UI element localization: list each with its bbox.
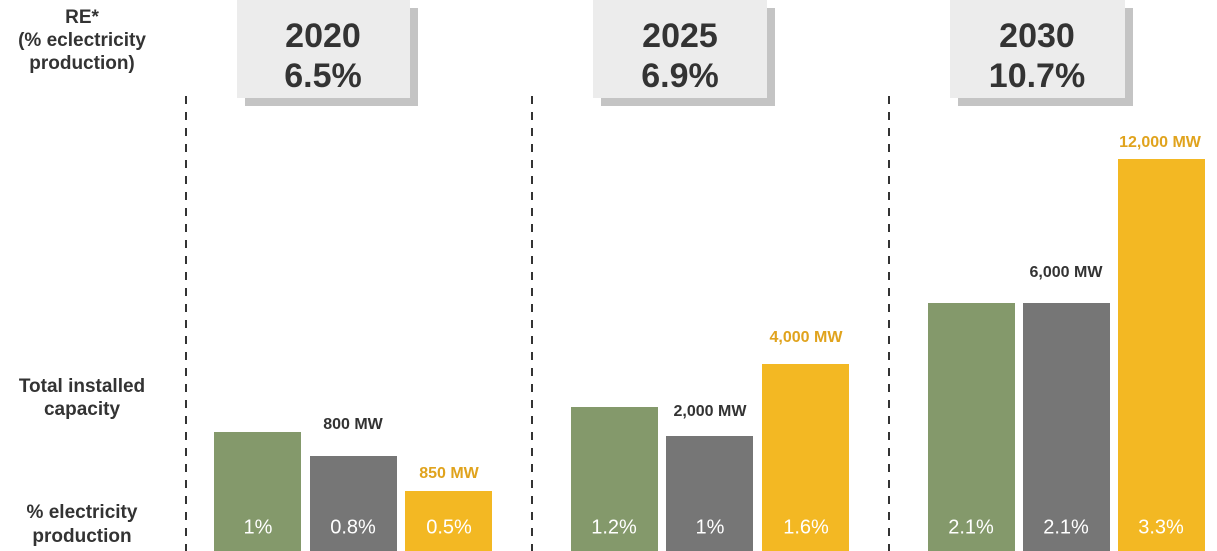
bar xyxy=(1118,159,1205,551)
row-label: production) xyxy=(29,53,135,74)
row-label: Total installed xyxy=(19,376,145,397)
year: 2025 xyxy=(642,17,718,55)
year: 2030 xyxy=(999,17,1075,55)
year-box xyxy=(593,0,767,98)
row-label: (% eclectricity xyxy=(18,30,146,51)
share-label: 2.1% xyxy=(1043,516,1089,538)
bar xyxy=(310,456,397,551)
capacity-label: 4,000 MW xyxy=(770,329,844,346)
row-label: production xyxy=(32,526,131,547)
bar xyxy=(214,432,301,551)
row-label: % electricity xyxy=(27,502,138,523)
capacity-label: 850 MW xyxy=(419,465,479,482)
capacity-label: 6,000 MW xyxy=(1030,264,1104,281)
re-share: 6.5% xyxy=(284,57,362,95)
share-label: 1% xyxy=(244,516,273,538)
capacity-label: 800 MW xyxy=(323,416,383,433)
bar xyxy=(571,407,658,551)
bar xyxy=(666,436,753,551)
bar xyxy=(1023,303,1110,551)
re-share: 6.9% xyxy=(641,57,719,95)
capacity-label: 2,000 MW xyxy=(674,403,748,420)
share-label: 0.8% xyxy=(330,516,376,538)
share-label: 3.3% xyxy=(1138,516,1184,538)
share-label: 1.6% xyxy=(783,516,829,538)
share-label: 1.2% xyxy=(591,516,637,538)
row-label: RE* xyxy=(65,7,99,28)
capacity-label: 12,000 MW xyxy=(1119,134,1202,151)
share-label: 1% xyxy=(696,516,725,538)
share-label: 2.1% xyxy=(948,516,994,538)
year-box xyxy=(950,0,1125,98)
re-share: 10.7% xyxy=(989,57,1085,95)
row-label: capacity xyxy=(44,399,120,420)
bar xyxy=(762,364,849,551)
bar xyxy=(928,303,1015,551)
share-label: 0.5% xyxy=(426,516,472,538)
bar xyxy=(405,491,492,551)
year: 2020 xyxy=(285,17,361,55)
year-box xyxy=(237,0,410,98)
